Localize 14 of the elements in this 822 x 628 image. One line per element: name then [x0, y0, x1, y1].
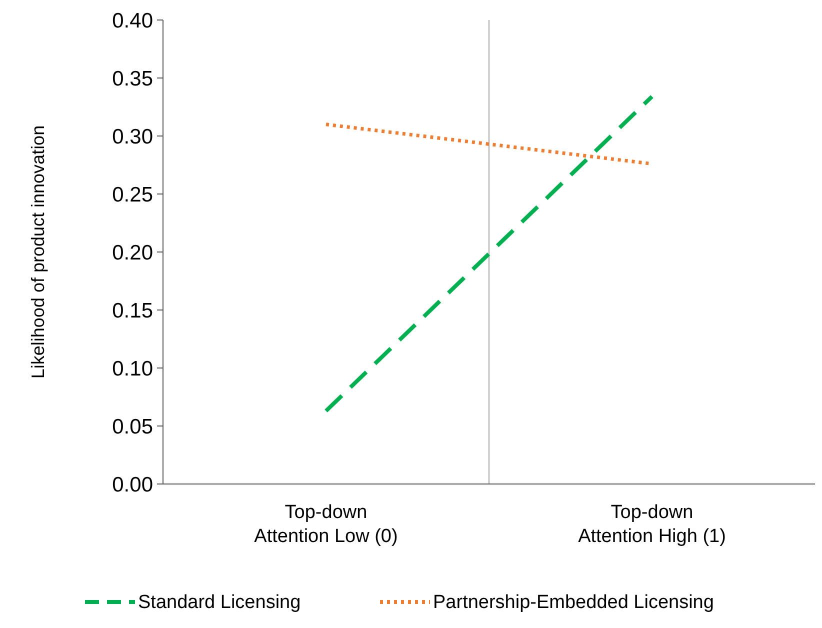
y-tick-label: 0.40 — [112, 9, 153, 32]
y-tick-label: 0.30 — [112, 125, 153, 148]
y-tick-label: 0.10 — [112, 357, 153, 380]
y-tick-label: 0.15 — [112, 299, 153, 322]
legend-label: Partnership-Embedded Licensing — [433, 592, 714, 613]
y-tick-label: 0.00 — [112, 473, 153, 496]
y-tick-label: 0.05 — [112, 415, 153, 438]
x-tick-label: Top-down Attention Low (0) — [254, 502, 398, 547]
y-tick-label: 0.25 — [112, 183, 153, 206]
x-tick-label: Top-down Attention High (1) — [578, 502, 726, 547]
y-axis-title: Likelihood of product innovation — [28, 125, 48, 379]
y-tick-label: 0.20 — [112, 241, 153, 264]
legend-label: Standard Licensing — [138, 592, 301, 613]
y-tick-label: 0.35 — [112, 67, 153, 90]
